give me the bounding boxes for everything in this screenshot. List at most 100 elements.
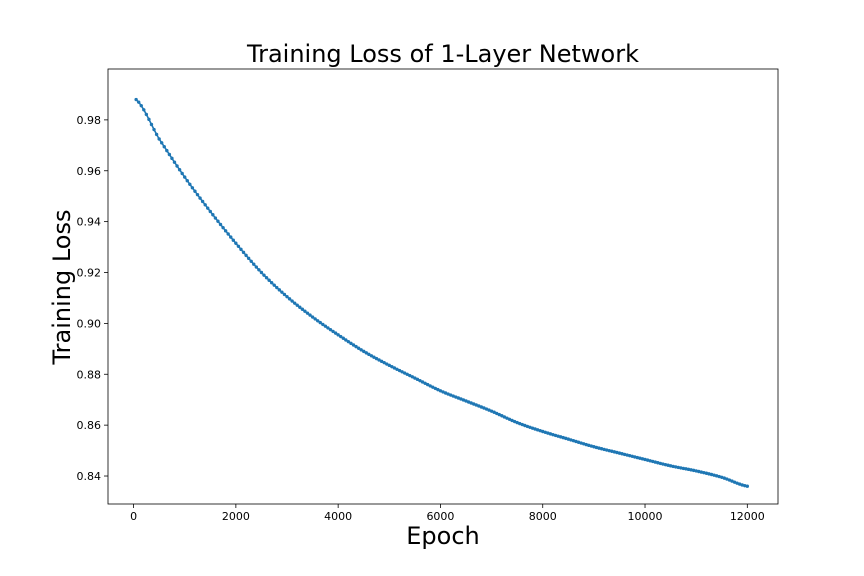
data-point [170, 156, 174, 161]
data-point [627, 453, 632, 458]
data-point [267, 278, 271, 282]
data-point [356, 346, 361, 350]
y-axis-label: Training Loss [48, 210, 76, 366]
data-point [229, 235, 233, 239]
data-point [354, 344, 358, 349]
x-tick-label: 12000 [730, 510, 765, 523]
data-point [484, 407, 489, 411]
y-tick-label: 0.88 [77, 368, 102, 381]
data-point [515, 420, 519, 425]
data-point [668, 464, 673, 468]
data-point [206, 206, 210, 210]
data-point [177, 168, 182, 172]
data-point [218, 222, 223, 227]
data-point [165, 148, 169, 153]
data-point [408, 373, 412, 378]
data-point [533, 427, 537, 431]
data-point [461, 398, 466, 402]
data-point [581, 442, 586, 446]
data-point [431, 385, 435, 389]
data-point [599, 447, 604, 451]
data-point [236, 244, 241, 249]
data-point [216, 219, 220, 223]
data-point [339, 334, 343, 339]
data-point [400, 370, 404, 374]
data-point [387, 363, 391, 368]
data-point [648, 459, 652, 463]
data-point [707, 472, 711, 476]
data-point [344, 338, 348, 342]
data-point [663, 462, 668, 467]
data-point [282, 292, 287, 297]
data-point [625, 453, 629, 457]
data-point [518, 421, 522, 426]
data-point [326, 326, 330, 330]
data-point [193, 189, 197, 193]
data-point [671, 464, 675, 469]
data-point [745, 484, 750, 488]
plot-frame [107, 68, 779, 505]
data-point [415, 377, 420, 382]
data-point [272, 283, 276, 287]
data-point [195, 192, 200, 197]
data-point [546, 431, 550, 435]
data-point [180, 171, 184, 176]
data-point [160, 141, 164, 145]
data-point [425, 382, 430, 387]
data-point [699, 470, 703, 474]
data-point [397, 368, 402, 373]
data-point [489, 409, 494, 413]
data-point [594, 445, 599, 450]
data-point [479, 405, 484, 409]
data-point [277, 288, 282, 292]
data-point [602, 447, 606, 452]
chart-title: Training Loss of 1-Layer Network [246, 40, 639, 68]
data-point [635, 455, 640, 460]
data-point [740, 483, 744, 487]
data-point [162, 145, 166, 149]
data-point [525, 424, 530, 429]
data-point [727, 478, 732, 482]
data-point [318, 320, 322, 325]
data-point [686, 467, 691, 472]
data-point [464, 399, 468, 403]
data-point [553, 433, 558, 438]
data-point [732, 480, 737, 484]
data-point [241, 250, 246, 255]
data-point [643, 457, 647, 462]
data-point [558, 435, 563, 439]
data-point [454, 395, 458, 399]
data-point [714, 474, 719, 478]
x-tick-label: 6000 [426, 510, 454, 523]
data-point [717, 474, 721, 479]
data-point [315, 319, 320, 323]
data-point [246, 256, 251, 261]
data-point [541, 429, 545, 434]
data-point [597, 446, 601, 450]
data-point [638, 456, 642, 460]
data-point [374, 356, 379, 361]
data-point [385, 362, 389, 366]
data-point [676, 465, 680, 470]
data-point [257, 268, 261, 272]
data-point [500, 414, 504, 418]
series-points [134, 97, 750, 488]
data-point [390, 364, 394, 369]
data-point [280, 290, 284, 294]
data-point [556, 434, 560, 438]
series-line [135, 98, 748, 487]
x-tick-label: 0 [130, 510, 137, 523]
data-point [420, 380, 425, 384]
data-point [367, 352, 371, 357]
data-point [351, 343, 356, 347]
data-point [725, 477, 729, 481]
data-point [507, 417, 512, 422]
data-point [633, 455, 637, 459]
data-point [139, 103, 143, 108]
data-point [448, 393, 453, 397]
x-tick-label: 2000 [222, 510, 250, 523]
data-point [310, 315, 315, 319]
data-point [254, 265, 259, 269]
data-point [428, 384, 432, 388]
